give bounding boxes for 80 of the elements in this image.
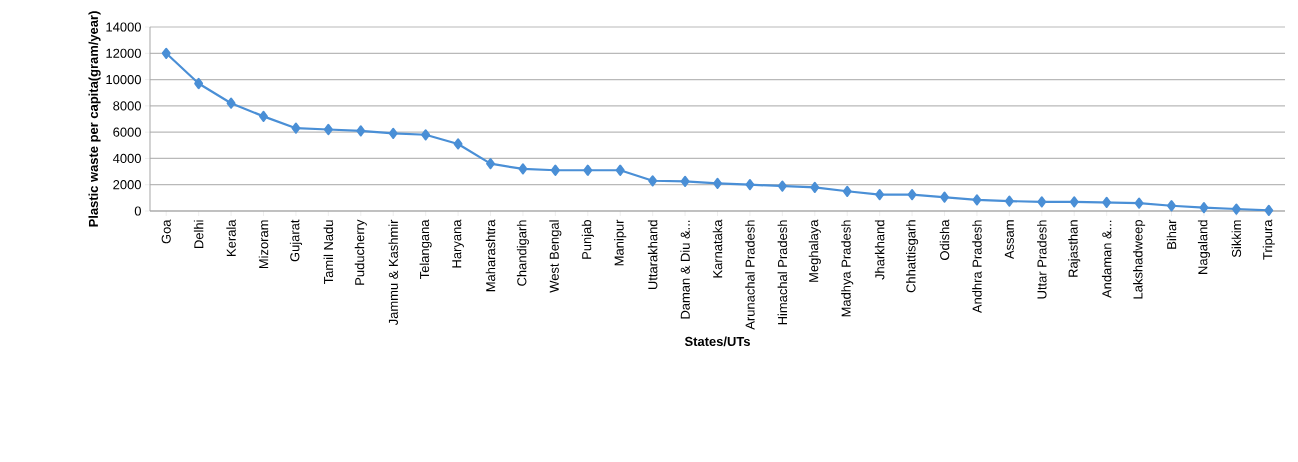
x-tick-label: Maharashtra	[485, 219, 496, 292]
point	[518, 163, 528, 175]
x-tick-label: Andhra Pradesh	[972, 220, 982, 314]
x-tick-label: Manipur	[614, 219, 627, 266]
point	[356, 125, 366, 137]
point	[940, 191, 949, 203]
y-axis-title: Plastic waste per capita(gram/year)	[88, 11, 101, 227]
point	[583, 164, 593, 176]
x-tick-label: Delhi	[193, 220, 204, 248]
x-axis-title: States/UTs	[684, 336, 750, 347]
x-tick-label: Lakshadweep	[1133, 220, 1146, 299]
point	[1037, 196, 1047, 208]
point	[648, 175, 658, 187]
x-tick-label: Arunachal Pradesh	[745, 220, 755, 330]
x-tick-label: Andaman &...	[1101, 220, 1112, 298]
x-tick-label: Gujarat	[289, 219, 302, 262]
x-tick-label: Himachal Pradesh	[777, 220, 788, 325]
x-tick-label: Goa	[161, 219, 171, 244]
y-tick-label: 14000	[106, 22, 141, 32]
point	[615, 164, 625, 176]
x-tick-label: Puducherry	[354, 219, 367, 285]
y-tick-label: 4000	[112, 153, 141, 164]
x-tick-label: Kerala	[226, 219, 236, 256]
point	[1069, 196, 1079, 208]
point	[226, 97, 236, 109]
point	[1102, 196, 1112, 209]
point	[486, 158, 495, 170]
point	[388, 127, 398, 140]
x-tick-label: Meghalaya	[808, 219, 821, 282]
x-tick-label: Uttarakhand	[647, 220, 658, 290]
x-tick-label: Chhattisgarh	[906, 220, 919, 293]
x-tick-label: Chandigarh	[516, 220, 529, 286]
y-tick-label: 8000	[113, 101, 141, 111]
point	[907, 188, 917, 201]
point	[680, 175, 690, 188]
x-tick-label: Punjab	[581, 220, 594, 259]
x-tick-label: Haryana	[452, 219, 464, 268]
x-tick-label: Madhya Pradesh	[841, 220, 854, 317]
point	[194, 77, 204, 90]
point	[1231, 203, 1241, 215]
x-tick-label: Tripura	[1262, 219, 1275, 260]
x-tick-label: Bihar	[1166, 219, 1177, 249]
point	[745, 179, 755, 191]
y-tick-label: 6000	[113, 127, 141, 137]
point	[1167, 200, 1176, 212]
point	[810, 181, 820, 193]
point	[1199, 202, 1209, 214]
y-tick-label: 0	[134, 206, 141, 216]
point	[259, 110, 268, 122]
y-tick-label: 2000	[113, 180, 141, 190]
point	[291, 122, 301, 134]
point	[713, 177, 722, 189]
point	[323, 123, 333, 136]
x-tick-label: Telangana	[419, 219, 432, 279]
x-tick-label: Jammu & Kashmir	[388, 219, 398, 326]
x-tick-label: Nagaland	[1197, 220, 1210, 274]
x-tick-label: West Bengal	[549, 220, 562, 293]
point	[875, 188, 885, 201]
point	[161, 47, 171, 59]
x-tick-label: Rajasthan	[1068, 220, 1081, 277]
x-tick-label: Jharkhand	[874, 220, 885, 280]
x-tick-label: Karnataka	[712, 219, 723, 278]
x-tick-label: Mizoram	[258, 220, 269, 269]
point	[1134, 197, 1144, 209]
point	[777, 180, 787, 192]
point	[972, 194, 982, 206]
x-tick-label: Tamil Nadu	[323, 220, 334, 285]
x-tick-label: Daman & Diu &...	[680, 220, 690, 319]
x-tick-label: Odisha	[939, 219, 950, 260]
point	[453, 138, 463, 150]
x-tick-label: Assam	[1004, 220, 1014, 260]
point	[842, 185, 852, 197]
point	[550, 164, 560, 176]
y-tick-label: 10000	[106, 74, 141, 85]
point	[421, 129, 431, 141]
point	[1264, 204, 1274, 216]
point	[1004, 195, 1014, 207]
y-tick-label: 12000	[106, 48, 141, 58]
x-tick-label: Sikkim	[1231, 220, 1242, 258]
x-tick-label: Uttar Pradesh	[1037, 220, 1047, 299]
